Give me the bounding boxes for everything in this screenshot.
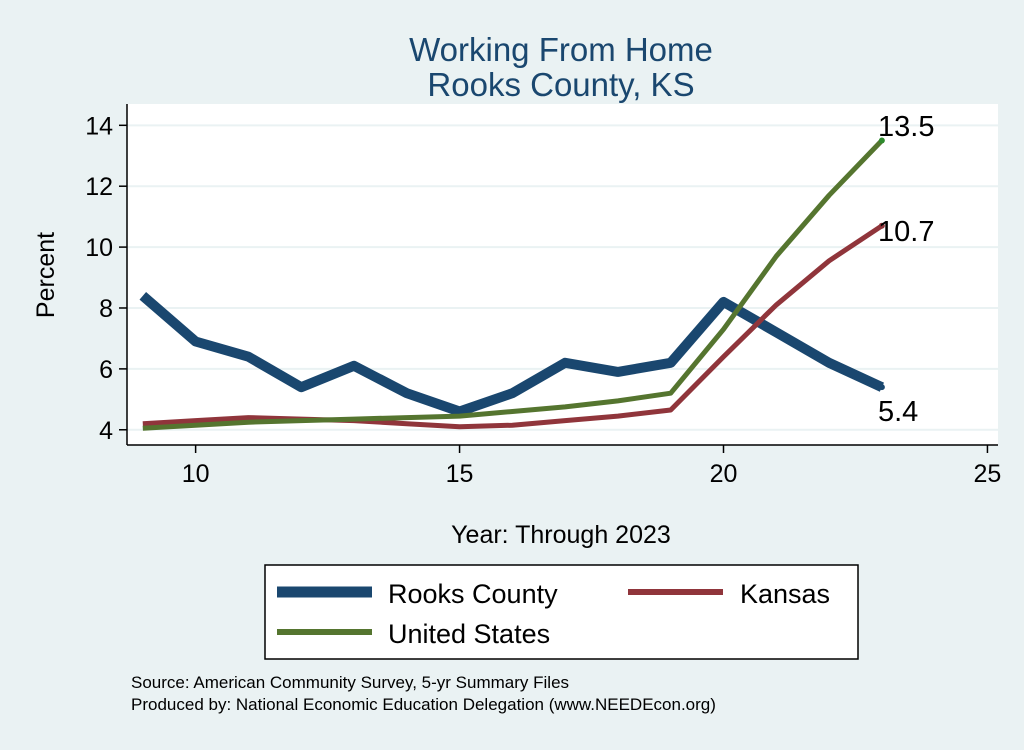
producer-note: Produced by: National Economic Education…: [131, 695, 716, 714]
x-tick-label-20: 20: [710, 460, 738, 488]
y-tick-label-10: 10: [85, 234, 113, 262]
chart-subtitle: Rooks County, KS: [427, 66, 694, 103]
legend-label-united-states: United States: [388, 619, 550, 649]
y-tick-label-6: 6: [99, 356, 113, 384]
y-tick-label-14: 14: [85, 112, 113, 140]
x-axis-title: Year: Through 2023: [451, 521, 671, 549]
axes-layer: 4 6 8 10 12 14 10 15 20 25: [85, 104, 1001, 488]
end-label-rooks-county: 5.4: [878, 396, 918, 428]
end-label-united-states: 13.5: [878, 111, 934, 143]
legend-label-rooks-county: Rooks County: [388, 579, 558, 609]
series-endpoint-kansas: [878, 222, 885, 229]
y-tick-label-12: 12: [85, 173, 113, 201]
series-endpoint-united-states: [878, 137, 885, 144]
x-tick-label-15: 15: [446, 460, 474, 488]
series-layer: [139, 137, 885, 431]
plot-area: [127, 104, 998, 445]
chart-title: Working From Home: [409, 31, 713, 68]
x-tick-label-10: 10: [182, 460, 210, 488]
source-note: Source: American Community Survey, 5-yr …: [131, 673, 569, 692]
y-tick-label-8: 8: [99, 295, 113, 323]
legend-box: [264, 564, 859, 660]
x-tick-label-25: 25: [974, 460, 1002, 488]
legend: Rooks County Kansas United States: [264, 564, 859, 660]
legend-label-kansas: Kansas: [740, 579, 830, 609]
series-line-kansas: [142, 223, 884, 430]
y-tick-label-4: 4: [99, 417, 113, 445]
series-endpoint-rooks-county: [878, 384, 885, 391]
y-axis-title: Percent: [32, 232, 60, 318]
end-label-kansas: 10.7: [878, 216, 934, 248]
series-line-united-states: [142, 138, 884, 431]
